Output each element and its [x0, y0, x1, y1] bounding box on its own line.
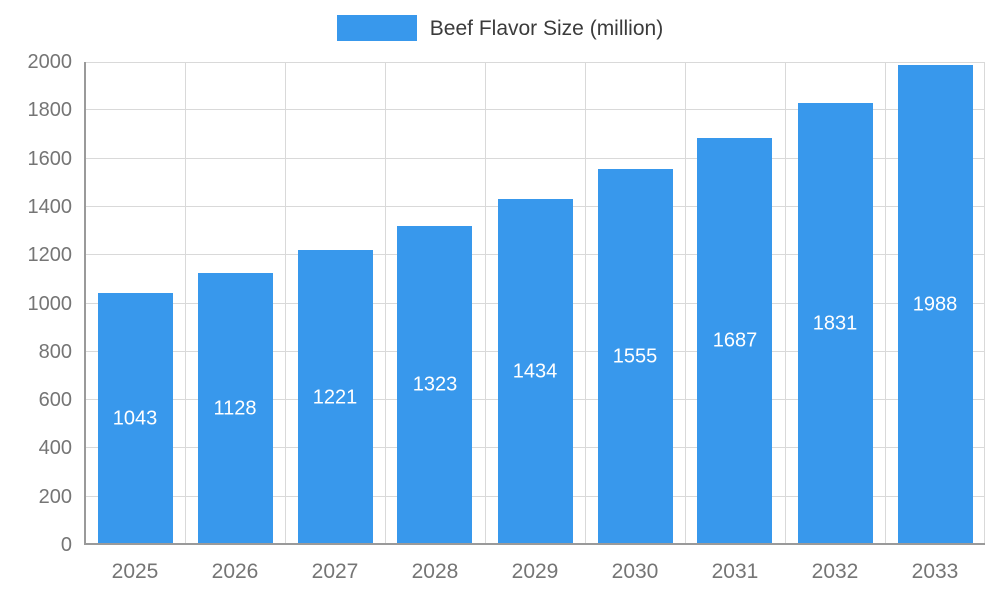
- x-tick-label: 2032: [811, 560, 859, 583]
- v-gridline: [684, 62, 686, 545]
- bar-value-label: 1221: [312, 386, 358, 409]
- v-gridline: [384, 62, 386, 545]
- bar: 1323: [397, 225, 473, 545]
- v-gridline: [785, 62, 786, 545]
- bar: 1043: [97, 293, 173, 545]
- y-tick-label: 1400: [27, 195, 73, 218]
- x-tick-label: 2028: [411, 560, 459, 583]
- legend-swatch: [336, 15, 417, 41]
- legend-label: Beef Flavor Size (million): [429, 16, 664, 40]
- bar: 1687: [697, 137, 773, 545]
- h-gridline: [85, 62, 985, 63]
- y-tick-label: 1600: [27, 147, 73, 170]
- v-gridline: [984, 62, 985, 545]
- bar-slot: 1043: [85, 62, 185, 545]
- bar-value-label: 1988: [912, 293, 958, 316]
- bar: 1831: [797, 102, 873, 545]
- y-tick-label: 2000: [27, 51, 73, 73]
- bar-value-label: 1434: [512, 360, 558, 383]
- bar-value-label: 1323: [412, 373, 458, 396]
- bar-value-label: 1555: [612, 345, 658, 368]
- bar-value-label: 1043: [112, 407, 158, 430]
- bar-slot: 1555: [585, 62, 685, 545]
- x-tick-label: 2026: [211, 560, 259, 583]
- bar-slot: 1128: [185, 62, 285, 545]
- plot-area: 0 200 400 600 800 1000 1200 1400 1600 1800 2000 104…: [28, 52, 985, 582]
- v-gridline: [585, 62, 586, 545]
- v-gridline: [285, 62, 286, 545]
- x-tick-label: 2030: [611, 560, 659, 583]
- y-axis-line: [84, 62, 86, 545]
- bar-value-label: 1687: [712, 329, 758, 352]
- v-gridline: [885, 62, 886, 545]
- bar: 1434: [497, 198, 573, 545]
- bar-value-label: 1128: [213, 397, 257, 420]
- y-tick-label: 600: [38, 389, 72, 412]
- legend: Beef Flavor Size (million): [0, 13, 1000, 43]
- bar-slot: 1988: [885, 62, 985, 545]
- y-tick-label: 200: [38, 485, 72, 508]
- bar: 1988: [897, 64, 973, 545]
- x-tick-label: 2027: [311, 560, 359, 583]
- bar: 1221: [297, 250, 373, 545]
- y-tick-label: 1000: [27, 292, 73, 315]
- v-gridline: [485, 62, 486, 545]
- y-tick-label: 400: [38, 437, 72, 460]
- bar: 1555: [597, 169, 673, 545]
- bar-value-label: 1831: [812, 312, 858, 335]
- y-tick-label: 1200: [27, 244, 73, 267]
- v-gridline: [185, 62, 186, 545]
- y-tick-label: 1800: [27, 99, 73, 122]
- x-tick-label: 2025: [111, 560, 159, 583]
- y-tick-label: 0: [60, 534, 72, 556]
- bar-slot: 1831: [785, 62, 885, 545]
- x-axis-line: [85, 543, 985, 545]
- bar-slot: 1687: [685, 62, 785, 545]
- x-tick-label: 2033: [911, 560, 959, 583]
- bar-slot: 1434: [485, 62, 585, 545]
- h-gridline: [85, 157, 985, 159]
- x-tick-label: 2029: [511, 560, 559, 583]
- h-gridline: [85, 109, 985, 111]
- bar-slot: 1221: [285, 62, 385, 545]
- bar-slot: 1323: [385, 62, 485, 545]
- x-tick-label: 2031: [711, 560, 759, 583]
- bar: 1128: [197, 272, 273, 545]
- y-tick-label: 800: [38, 340, 72, 363]
